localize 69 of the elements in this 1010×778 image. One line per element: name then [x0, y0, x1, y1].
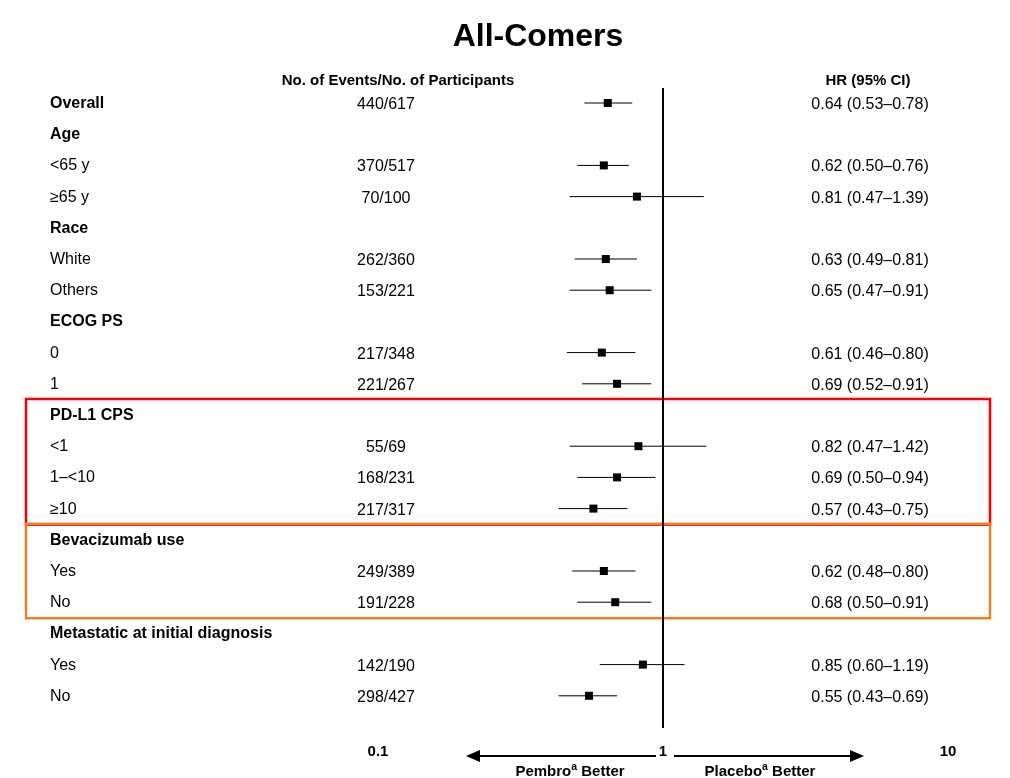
annotation: 0.64 (0.53–0.78)	[811, 95, 929, 112]
annotation: 0.61 (0.46–0.80)	[811, 344, 929, 362]
point	[613, 379, 622, 388]
y-tick-label: 1–<10	[50, 468, 96, 486]
y-tick-label: <1	[50, 437, 69, 455]
point	[603, 99, 612, 107]
point	[632, 192, 641, 201]
text: Pembro$^{a}$ Better	[515, 760, 625, 778]
point	[601, 255, 610, 263]
annotation: 0.55 (0.43–0.69)	[811, 687, 929, 705]
point	[599, 161, 608, 170]
annotation: 0.65 (0.47–0.91)	[811, 282, 929, 300]
annotation: 153/221	[357, 282, 416, 300]
annotation: 70/100	[361, 188, 411, 206]
y-tick-label: Bevacizumab use	[50, 530, 185, 548]
annotation: 221/267	[357, 375, 416, 393]
annotation: HR (95% CI)	[825, 71, 911, 88]
y-tick-label: 1	[50, 374, 59, 392]
text: Placebo$^{a}$ Better	[704, 760, 816, 778]
point	[638, 660, 647, 669]
y-tick-label: No	[50, 593, 71, 611]
annotation: 440/617	[357, 95, 416, 112]
annotation: 298/427	[357, 687, 416, 705]
annotation: 0.63 (0.49–0.81)	[811, 251, 929, 268]
point	[611, 598, 620, 607]
annotation: 0.69 (0.50–0.94)	[811, 469, 929, 487]
annotation: 142/190	[357, 656, 416, 674]
annotation: 55/69	[365, 438, 407, 456]
annotation: 0.62 (0.50–0.76)	[811, 157, 929, 175]
annotation: 0.68 (0.50–0.91)	[811, 594, 929, 612]
y-tick-label: Race	[50, 218, 89, 236]
point	[597, 348, 606, 357]
y-tick-label: ≥10	[50, 499, 77, 517]
annotation: 0.81 (0.47–1.39)	[811, 188, 929, 206]
y-tick-label: Others	[50, 281, 99, 299]
annotation: 217/348	[357, 344, 416, 362]
y-tick-label: Yes	[50, 562, 77, 579]
y-tick-label: 0	[50, 343, 59, 361]
y-tick-label: PD-L1 CPS	[50, 406, 134, 423]
annotation: 0.57 (0.43–0.75)	[811, 500, 929, 518]
point	[613, 473, 622, 482]
point	[605, 286, 614, 295]
annotation: No. of Events/No. of Participants	[281, 71, 515, 88]
annotation: 0.62 (0.48–0.80)	[811, 563, 929, 580]
annotation: 191/228	[357, 594, 416, 612]
annotation: 217/317	[357, 500, 416, 518]
annotation: 262/360	[357, 251, 416, 268]
y-tick-label: White	[50, 250, 91, 267]
x-tick-label: 10	[939, 742, 957, 759]
annotation: 0.82 (0.47–1.42)	[811, 438, 929, 456]
x-tick-label: 1	[658, 742, 668, 759]
y-tick-label: Metastatic at initial diagnosis	[50, 624, 273, 642]
annotation: 249/389	[357, 563, 416, 580]
annotation: 0.85 (0.60–1.19)	[811, 656, 929, 674]
y-tick-label: ECOG PS	[50, 312, 124, 330]
y-tick-label: <65 y	[50, 156, 90, 174]
y-tick-label: No	[50, 686, 71, 704]
annotation: 0.69 (0.52–0.91)	[811, 375, 929, 393]
point	[589, 504, 598, 513]
y-tick-label: Yes	[50, 655, 77, 673]
y-tick-label: Overall	[50, 94, 105, 111]
point	[634, 442, 643, 451]
x-tick-label: 0.1	[367, 742, 389, 759]
annotation: 168/231	[357, 469, 416, 487]
y-tick-label: Age	[50, 125, 81, 143]
annotation: 370/517	[357, 157, 416, 175]
y-tick-label: ≥65 y	[50, 187, 90, 205]
point	[599, 567, 608, 575]
chart-title: All-Comers	[452, 17, 624, 53]
